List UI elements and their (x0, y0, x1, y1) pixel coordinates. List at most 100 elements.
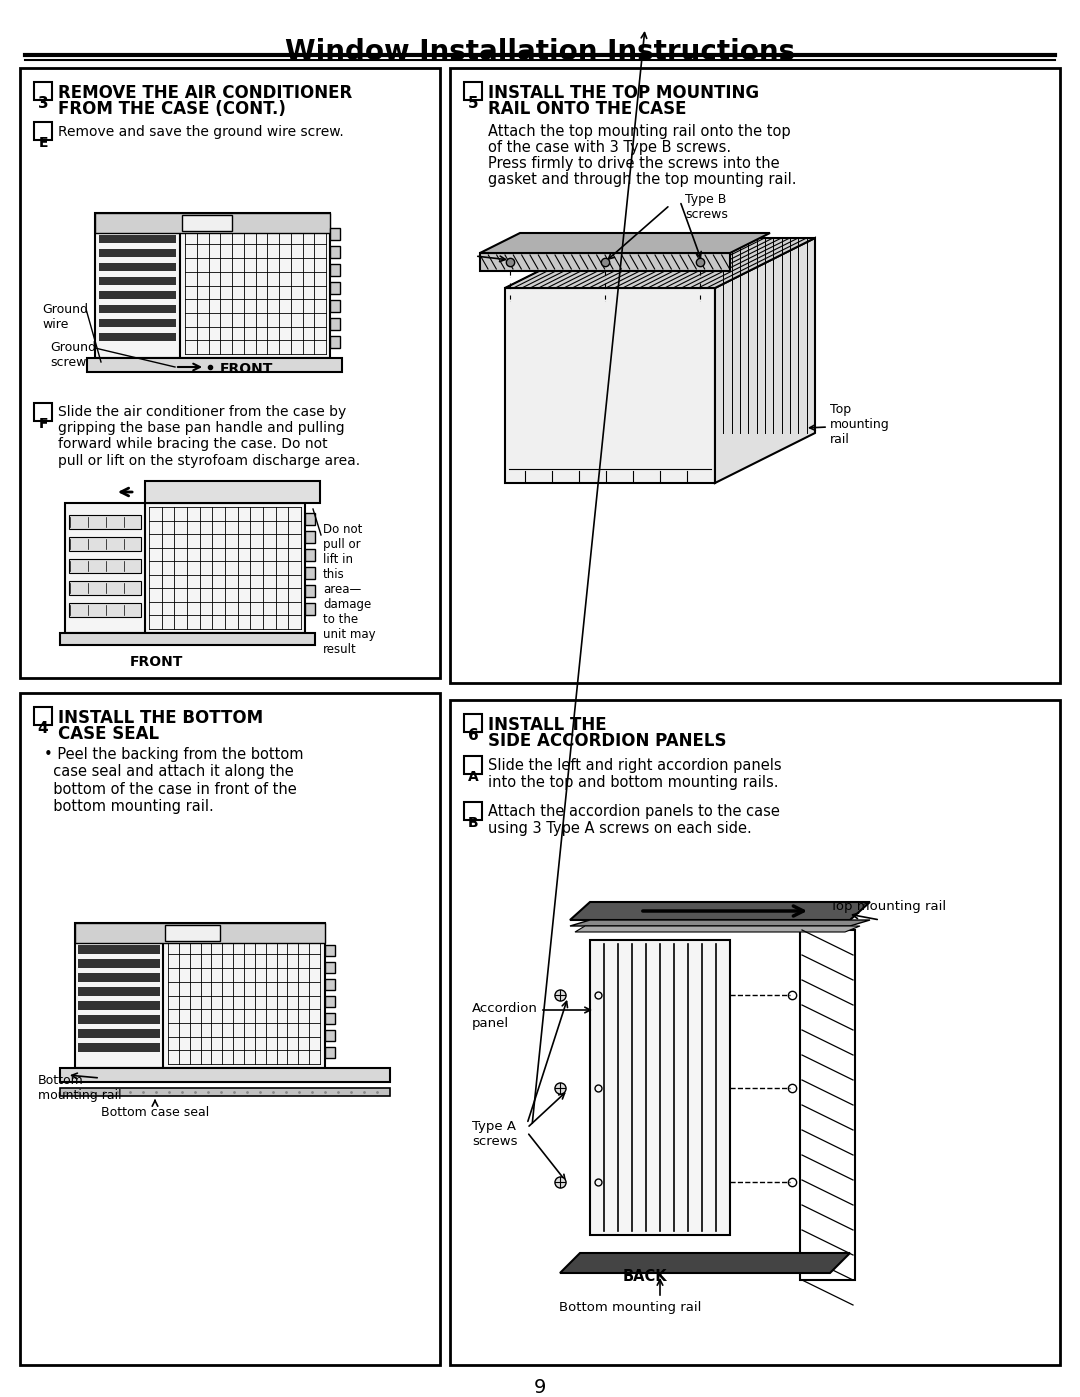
Bar (33, 82, 52, 101)
Bar (78, 1002, 160, 1010)
Polygon shape (505, 288, 715, 483)
Bar (99, 291, 176, 299)
Polygon shape (505, 237, 815, 288)
Bar (69, 536, 141, 550)
Text: 5: 5 (468, 96, 478, 110)
Bar (325, 1013, 335, 1024)
Text: Attach the top mounting rail onto the top: Attach the top mounting rail onto the to… (488, 124, 791, 138)
Bar (60, 1067, 390, 1083)
Text: Ground
wire: Ground wire (42, 303, 87, 331)
Bar (330, 319, 340, 330)
Bar (330, 337, 340, 348)
Bar (165, 925, 220, 942)
Bar (145, 481, 320, 503)
Bar (75, 923, 325, 1067)
Bar (69, 559, 141, 573)
Bar (33, 707, 52, 725)
Text: Bottom mounting rail: Bottom mounting rail (558, 1301, 701, 1315)
Bar (305, 585, 315, 597)
Text: 3: 3 (38, 96, 49, 110)
Bar (78, 1016, 160, 1024)
Text: Attach the accordion panels to the case
using 3 Type A screws on each side.: Attach the accordion panels to the case … (488, 805, 780, 837)
Bar (325, 944, 335, 956)
Bar (464, 802, 482, 820)
Bar (305, 567, 315, 578)
Text: SIDE ACCORDION PANELS: SIDE ACCORDION PANELS (488, 732, 727, 750)
Bar (325, 963, 335, 972)
Bar (95, 212, 330, 358)
Text: of the case with 3 Type B screws.: of the case with 3 Type B screws. (488, 140, 731, 155)
Bar (450, 68, 1059, 683)
Text: B: B (468, 816, 478, 830)
Bar (69, 581, 141, 595)
Bar (99, 277, 176, 285)
Bar (21, 68, 440, 678)
Bar (99, 235, 176, 243)
Bar (450, 700, 1059, 1365)
Text: • Peel the backing from the bottom
  case seal and attach it along the
  bottom : • Peel the backing from the bottom case … (44, 747, 303, 814)
Bar (330, 264, 340, 277)
Bar (305, 549, 315, 562)
Bar (305, 513, 315, 525)
Bar (78, 988, 160, 996)
Bar (78, 944, 160, 954)
Bar (65, 503, 305, 633)
Text: A: A (468, 770, 478, 784)
Bar (78, 930, 160, 940)
Text: 6: 6 (468, 728, 478, 743)
Polygon shape (561, 1253, 850, 1273)
Text: INSTALL THE: INSTALL THE (488, 717, 607, 733)
Bar (330, 282, 340, 293)
Bar (305, 531, 315, 543)
Bar (325, 1030, 335, 1041)
Text: Bottom case seal: Bottom case seal (100, 1106, 210, 1119)
Text: BACK: BACK (623, 1268, 667, 1284)
Bar (330, 300, 340, 312)
Polygon shape (715, 237, 815, 483)
Text: Do not
pull or
lift in
this
area—
damage
to the
unit may
result: Do not pull or lift in this area— damage… (323, 522, 376, 657)
Bar (464, 756, 482, 774)
Text: INSTALL THE BOTTOM: INSTALL THE BOTTOM (58, 710, 264, 726)
Bar (99, 319, 176, 327)
Bar (78, 1030, 160, 1038)
Bar (330, 246, 340, 258)
Bar (95, 212, 330, 233)
Polygon shape (575, 926, 860, 932)
Bar (800, 930, 855, 1280)
Bar (464, 714, 482, 732)
Polygon shape (480, 253, 730, 271)
Text: FROM THE CASE (CONT.): FROM THE CASE (CONT.) (58, 101, 286, 117)
Bar (78, 1044, 160, 1052)
Bar (99, 263, 176, 271)
Text: 4: 4 (38, 721, 49, 736)
Bar (21, 693, 440, 1365)
Text: Top
mounting
rail: Top mounting rail (831, 402, 890, 446)
Text: REMOVE THE AIR CONDITIONER: REMOVE THE AIR CONDITIONER (58, 84, 352, 102)
Text: FRONT: FRONT (220, 362, 273, 376)
Text: INSTALL THE TOP MOUNTING: INSTALL THE TOP MOUNTING (488, 84, 759, 102)
Bar (330, 228, 340, 240)
Bar (325, 979, 335, 990)
Text: Press firmly to drive the screws into the: Press firmly to drive the screws into th… (488, 156, 780, 170)
Bar (305, 604, 315, 615)
Text: Ground
screw: Ground screw (50, 341, 96, 369)
Bar (78, 958, 160, 968)
Text: F: F (38, 416, 48, 432)
Text: 9: 9 (534, 1377, 546, 1397)
Text: gasket and through the top mounting rail.: gasket and through the top mounting rail… (488, 172, 797, 187)
Text: Accordion
panel: Accordion panel (472, 1002, 538, 1030)
Text: E: E (38, 136, 48, 149)
Polygon shape (570, 902, 870, 921)
Text: CASE SEAL: CASE SEAL (58, 725, 159, 743)
Text: Slide the air conditioner from the case by
gripping the base pan handle and pull: Slide the air conditioner from the case … (58, 405, 360, 468)
Text: Slide the left and right accordion panels
into the top and bottom mounting rails: Slide the left and right accordion panel… (488, 759, 782, 791)
Text: Window Installation Instructions: Window Installation Instructions (285, 38, 795, 66)
Text: Remove and save the ground wire screw.: Remove and save the ground wire screw. (58, 124, 343, 138)
Bar (99, 332, 176, 341)
Bar (69, 604, 141, 617)
Bar (325, 996, 335, 1007)
Bar (33, 402, 52, 420)
Bar (33, 122, 52, 140)
Bar (60, 1088, 390, 1097)
Bar (60, 633, 315, 645)
